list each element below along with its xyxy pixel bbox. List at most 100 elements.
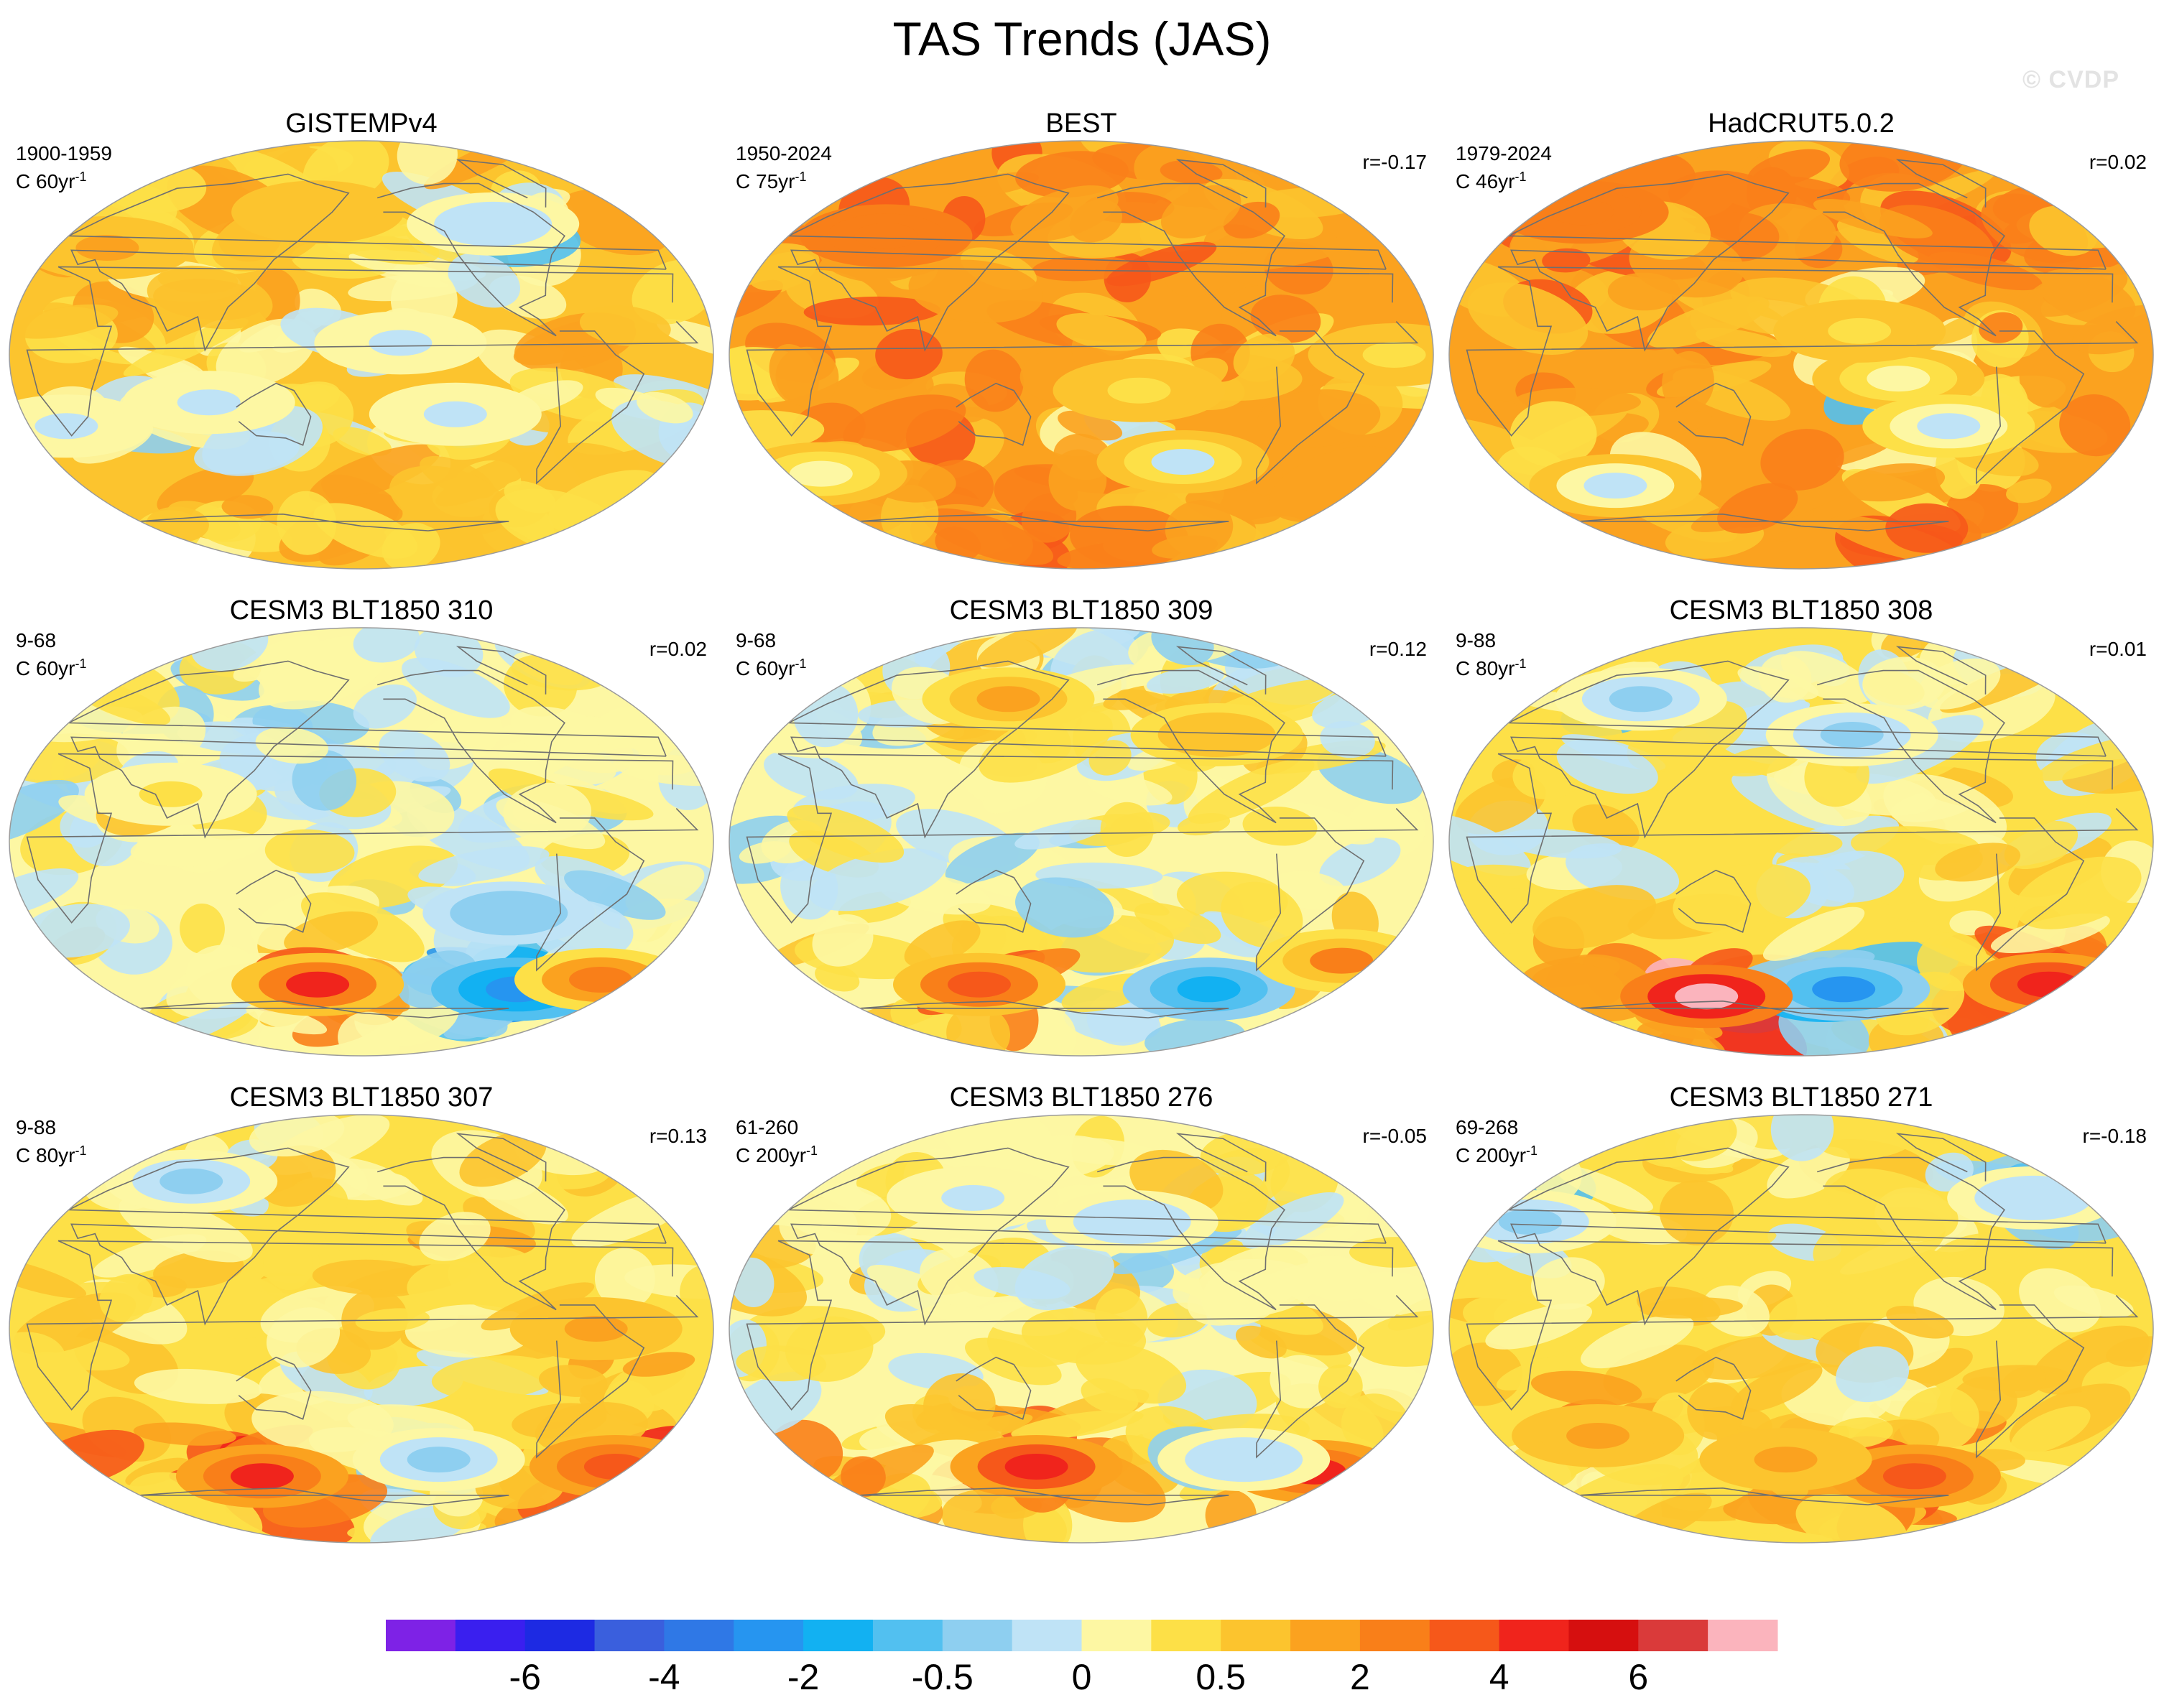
- colorbar-tick-label: -6: [509, 1657, 541, 1697]
- colorbar-swatch: [1429, 1620, 1500, 1651]
- field-patch: [1356, 1310, 1433, 1367]
- panel-units: C 80yr-1: [16, 1139, 86, 1167]
- field-patch: [1165, 500, 1234, 556]
- field-patch: [1662, 351, 1714, 414]
- field-anomaly: [2002, 1184, 2066, 1211]
- field-patch: [1106, 241, 1217, 287]
- panel-period: 1900-1959: [16, 142, 112, 164]
- colorbar-swatch: [1359, 1620, 1430, 1651]
- field-patch: [1531, 1257, 1605, 1310]
- pattern-correlation: r=-0.18: [2082, 1125, 2147, 1147]
- colorbar-swatch: [1012, 1620, 1082, 1651]
- field-patch: [333, 427, 392, 456]
- field-patch: [1173, 1258, 1316, 1318]
- field-patch: [1113, 1227, 1242, 1275]
- field-patch: [779, 1197, 859, 1255]
- units-text: C 80yr: [1456, 657, 1515, 679]
- field-patch: [130, 828, 262, 867]
- colorbar-tick-label: 0.5: [1196, 1657, 1246, 1697]
- colorbar-swatch: [386, 1620, 456, 1651]
- coastline: [236, 1356, 312, 1420]
- map-outline: [1448, 1114, 2154, 1544]
- coastline: [68, 173, 667, 352]
- map-panel: CESM3 BLT1850 309 9-68 C 60yr-1 r=0.12: [726, 595, 1437, 1069]
- field-anomaly: [1550, 199, 1614, 226]
- units-text: C 200yr: [736, 1144, 807, 1166]
- coastline: [1256, 817, 1365, 972]
- panel-units: C 60yr-1: [16, 652, 86, 680]
- field-patch: [1496, 1355, 1573, 1391]
- field-anomaly: [1177, 976, 1241, 1003]
- field-patch: [263, 1237, 313, 1291]
- field-anomaly: [1362, 342, 1426, 368]
- coastline: [68, 660, 667, 839]
- colorbar-tick-label: 0: [1071, 1657, 1092, 1697]
- colorbar-swatch: [1568, 1620, 1639, 1651]
- coastline: [1816, 182, 2005, 337]
- map-plot: [729, 627, 1434, 1057]
- field-patch: [809, 848, 948, 911]
- map-plot: [1448, 627, 2154, 1057]
- field-patch: [1932, 312, 1989, 345]
- field-patch: [1813, 198, 1933, 238]
- panel-units: C 200yr-1: [1456, 1139, 1538, 1167]
- field-patch: [622, 1352, 695, 1377]
- field-patch: [539, 1365, 608, 1397]
- panel-period: 1950-2024: [736, 142, 832, 164]
- units-exponent: -1: [75, 170, 87, 184]
- map-plot: [729, 1114, 1434, 1544]
- map-panel: BEST 1950-2024 C 75yr-1 r=-0.17: [726, 108, 1437, 582]
- field-patch: [9, 868, 79, 919]
- coastline: [1895, 646, 1987, 695]
- field-patch: [459, 1131, 547, 1187]
- field-patch: [2106, 1336, 2153, 1367]
- coastline: [788, 660, 1387, 839]
- coastline: [1096, 182, 1285, 337]
- units-exponent: -1: [806, 1143, 818, 1158]
- map-outline: [729, 1114, 1434, 1544]
- field-patch: [147, 267, 273, 330]
- map-panel: CESM3 BLT1850 310 9-68 C 60yr-1 r=0.02: [6, 595, 717, 1069]
- coastline: [956, 1356, 1032, 1420]
- field-patch: [1760, 429, 1844, 491]
- panel-period: 9-68: [16, 629, 57, 651]
- coastline: [1976, 330, 2085, 485]
- pattern-correlation: r=0.02: [649, 638, 707, 660]
- panel-period: 1979-2024: [1456, 142, 1552, 164]
- field-anomaly: [177, 389, 241, 416]
- field-anomaly: [423, 401, 487, 427]
- field-anomaly: [1498, 1209, 1562, 1235]
- field-patch: [2004, 820, 2079, 870]
- field-patch: [1886, 1306, 1954, 1339]
- field-patch: [1319, 837, 1401, 886]
- field-patch: [1928, 251, 2043, 291]
- field-anomaly: [569, 967, 632, 993]
- field-patch: [815, 963, 860, 992]
- field-patch: [264, 829, 355, 874]
- field-patch: [255, 727, 328, 764]
- field-patch: [123, 318, 249, 376]
- colorbar-swatch: [594, 1620, 665, 1651]
- panel-units: C 200yr-1: [736, 1139, 818, 1167]
- field-patch: [1485, 1303, 1593, 1350]
- pattern-correlation: r=-0.05: [1362, 1125, 1428, 1147]
- pattern-correlation: r=-0.17: [1362, 151, 1428, 173]
- field-patch: [977, 628, 1078, 668]
- field-anomaly: [948, 971, 1011, 998]
- field-patch: [1667, 1243, 1730, 1278]
- field-patch: [9, 1255, 87, 1299]
- units-exponent: -1: [795, 170, 807, 184]
- field-patch: [1581, 1314, 1694, 1369]
- field-patch: [1221, 238, 1352, 271]
- field-anomaly: [583, 1454, 647, 1480]
- map-panel: CESM3 BLT1850 276 61-260 C 200yr-1 r=-0.05: [726, 1082, 1437, 1556]
- field-patch: [785, 1316, 874, 1382]
- colorbar-swatch: [1638, 1620, 1708, 1651]
- colorbar-swatch: [455, 1620, 526, 1651]
- coastline: [536, 330, 645, 485]
- coastline: [1895, 1133, 1987, 1182]
- field-anomaly: [1609, 686, 1673, 713]
- colorbar-swatch: [1151, 1620, 1221, 1651]
- map-plot: [729, 140, 1434, 570]
- field-anomaly: [1820, 722, 1884, 748]
